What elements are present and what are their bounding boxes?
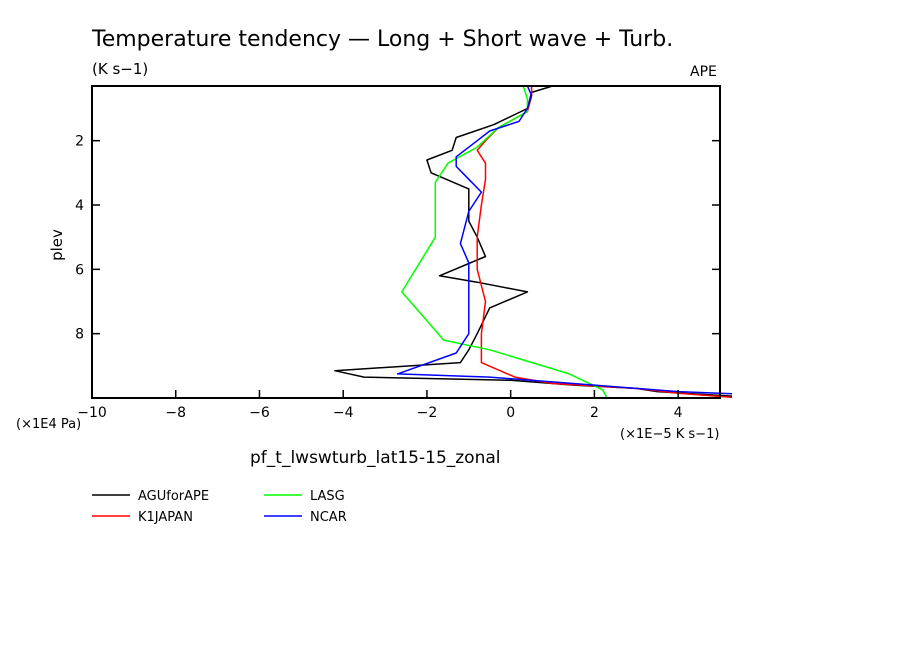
chart-tag: APE <box>690 64 717 80</box>
x-tick-label: −4 <box>333 405 354 421</box>
legend-label: LASG <box>310 489 345 504</box>
legend-label: K1JAPAN <box>138 510 193 525</box>
y-axis-label: plev <box>48 229 66 261</box>
x-tick-label: 2 <box>590 405 599 421</box>
legend-label: NCAR <box>310 510 347 525</box>
x-scale-note: (×1E−5 K s−1) <box>620 427 719 442</box>
y-tick-label: 2 <box>75 134 84 150</box>
y-scale-note: (×1E4 Pa) <box>16 417 81 432</box>
series-line-k1japan <box>476 86 732 398</box>
y-axis-ticks: 2 4 6 8 <box>75 134 720 343</box>
x-tick-label: −6 <box>249 405 270 421</box>
legend: AGUforAPE K1JAPAN LASG NCAR <box>92 489 347 525</box>
x-tick-label: 4 <box>674 405 683 421</box>
series-line-ncar <box>396 86 732 395</box>
legend-label: AGUforAPE <box>138 489 209 504</box>
chart-title: Temperature tendency — Long + Short wave… <box>91 27 673 52</box>
x-axis-label: pf_t_lwswturb_lat15-15_zonal <box>250 448 501 468</box>
x-tick-label: −2 <box>417 405 438 421</box>
chart-units: (K s−1) <box>92 60 148 78</box>
x-axis-ticks: −10 −8 −6 −4 −2 0 2 4 <box>77 390 683 421</box>
y-tick-label: 4 <box>75 198 84 214</box>
x-tick-label: −8 <box>165 405 186 421</box>
series-line-lasg <box>401 86 608 398</box>
x-tick-label: 0 <box>506 405 515 421</box>
series-line-aguforape <box>334 86 732 397</box>
y-tick-label: 6 <box>75 262 84 278</box>
series-group <box>334 86 732 398</box>
y-tick-label: 8 <box>75 327 84 343</box>
series-layer <box>334 86 732 398</box>
x-tick-label: −10 <box>77 405 107 421</box>
plot-frame <box>91 85 721 399</box>
